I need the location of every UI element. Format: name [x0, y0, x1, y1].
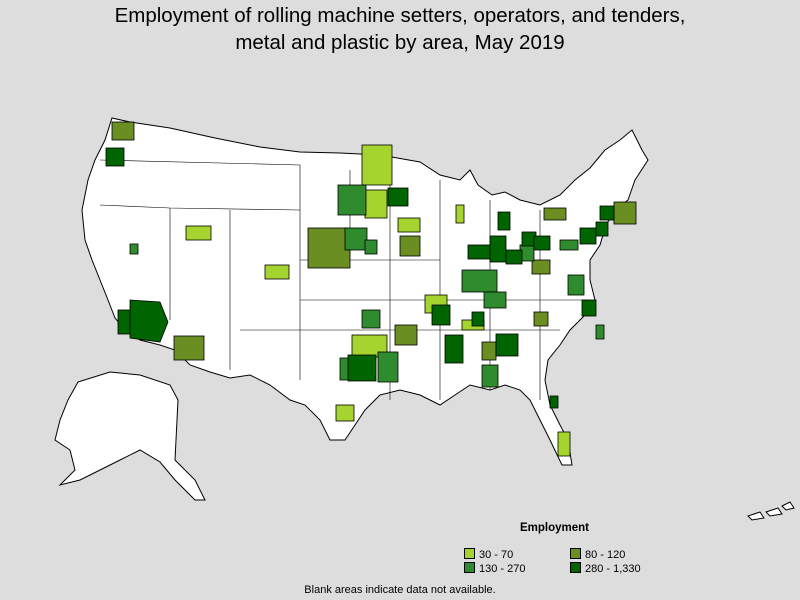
- legend-swatch: [464, 562, 475, 573]
- legend-swatch: [570, 562, 581, 573]
- legend-label: 30 - 70: [479, 549, 514, 561]
- hawaii: [747, 501, 795, 521]
- legend-item-30-70: 30 - 70: [464, 548, 513, 562]
- alaska: [54, 371, 206, 501]
- areas-30-70: [185, 144, 571, 457]
- legend-item-280-1330: 280 - 1,330: [570, 562, 641, 576]
- legend-swatch: [570, 548, 581, 559]
- legend-item-130-270: 130 - 270: [464, 562, 525, 576]
- legend-swatch: [464, 548, 475, 559]
- map-title-line-1: Employment of rolling machine setters, o…: [114, 4, 686, 27]
- legend-label: 130 - 270: [479, 563, 526, 575]
- legend-title: Employment: [520, 522, 590, 534]
- map-title-line-2: metal and plastic by area, May 2019: [235, 31, 565, 54]
- footnote: Blank areas indicate data not available.: [304, 584, 496, 596]
- legend-label: 280 - 1,330: [585, 563, 641, 575]
- map-title: Employment of rolling machine setters, o…: [0, 2, 800, 56]
- areas-280-1330: [105, 147, 615, 409]
- legend-item-80-120: 80 - 120: [570, 548, 625, 562]
- legend-label: 80 - 120: [585, 549, 626, 561]
